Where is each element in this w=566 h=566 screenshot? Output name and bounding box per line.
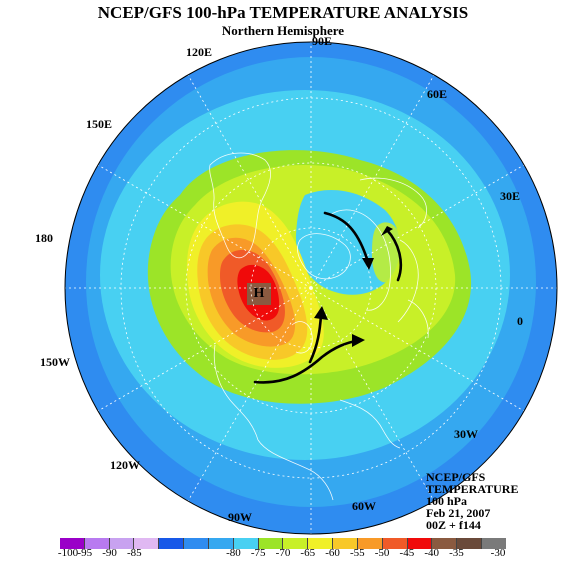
lon-label-180: 180 [35, 231, 53, 245]
colorbar-swatch [382, 538, 408, 549]
lon-label-150w: 150W [40, 355, 70, 369]
graticule [65, 42, 557, 534]
info-date: Feb 21, 2007 [426, 506, 491, 520]
colorbar-label: -80 [226, 547, 241, 559]
colorbar-label: -100 [57, 547, 79, 559]
lon-label-0: 0 [517, 314, 523, 328]
colorbar-swatch [233, 538, 259, 549]
colorbar [60, 538, 506, 549]
info-level: 100 hPa [426, 494, 468, 508]
colorbar-swatch [60, 538, 85, 549]
flow-arrow-atlantic [253, 338, 362, 384]
flow-arrow-siberia [323, 211, 370, 264]
colorbar-swatch [457, 538, 483, 549]
colorbar-label: -90 [102, 547, 117, 559]
colorbar-label: -30 [490, 547, 506, 559]
colorbar-label: -95 [77, 547, 93, 559]
colorbar-label: -50 [374, 547, 390, 559]
map-boundary [64, 41, 558, 535]
info-model: NCEP/GFS [426, 470, 486, 484]
colorbar-label: -85 [126, 547, 142, 559]
colorbar-swatch [432, 538, 458, 549]
lon-label-60e: 60E [427, 87, 448, 101]
info-box: NCEP/GFS TEMPERATURE 100 hPa Feb 21, 200… [426, 471, 518, 531]
lon-label-30w: 30W [454, 427, 478, 441]
lon-label-30e: 30E [500, 189, 521, 203]
info-variable: TEMPERATURE [426, 482, 519, 496]
colorbar-swatch [482, 538, 506, 549]
lon-label-60w: 60W [352, 499, 376, 513]
lon-label-90w: 90W [228, 510, 252, 524]
chart-subtitle: Northern Hemisphere [221, 23, 345, 38]
colorbar-swatch [407, 538, 433, 549]
colorbar-swatch [159, 538, 185, 549]
colorbar-label: -65 [300, 547, 316, 559]
lon-label-120w: 120W [110, 458, 140, 472]
lon-label-90e: 90E [312, 34, 333, 48]
chart-title: NCEP/GFS 100-hPa TEMPERATURE ANALYSIS [97, 3, 469, 22]
colorbar-swatch [184, 538, 209, 549]
colorbar-label: -70 [275, 547, 291, 559]
coastlines [209, 152, 429, 501]
colorbar-swatch [84, 538, 110, 549]
colorbar-label: -40 [424, 547, 439, 559]
colorbar-labels: -100 -95 -90 -85 -80 -75 -70 -65 -60 -55 -50 -45 -40… [0, 547, 566, 561]
colorbar-swatch [333, 538, 358, 549]
colorbar-swatch [109, 538, 135, 549]
colorbar-swatch [258, 538, 284, 549]
colorbar-swatch [283, 538, 309, 549]
colorbar-swatch [308, 538, 334, 549]
colorbar-label: -45 [399, 547, 415, 559]
high-marker: H [254, 286, 265, 301]
colorbar-swatch [208, 538, 234, 549]
arrowheads [314, 226, 393, 347]
lon-label-120e: 120E [186, 45, 213, 59]
colorbar-swatch [134, 538, 160, 549]
colorbar-label: -75 [250, 547, 266, 559]
info-forecast-hour: 00Z + f144 [426, 518, 481, 532]
colorbar-label: -55 [349, 547, 365, 559]
lon-label-150e: 150E [86, 117, 113, 131]
colorbar-swatch [357, 538, 383, 549]
colorbar-label: -60 [325, 547, 340, 559]
flow-arrow-europe [385, 228, 403, 282]
colorbar-label: -35 [449, 547, 464, 559]
